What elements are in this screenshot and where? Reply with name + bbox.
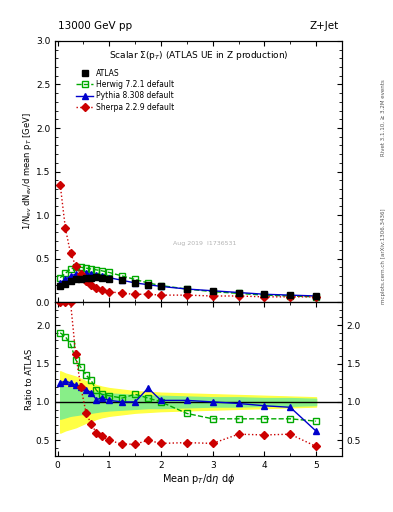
X-axis label: Mean p$_T$/d$\eta$ d$\phi$: Mean p$_T$/d$\eta$ d$\phi$	[162, 472, 235, 486]
Text: Z+Jet: Z+Jet	[310, 20, 339, 31]
Y-axis label: 1/N$_{ev}$ dN$_{ev}$/d mean p$_T$ [GeV]: 1/N$_{ev}$ dN$_{ev}$/d mean p$_T$ [GeV]	[21, 113, 35, 230]
Text: Aug 2019  I1736531: Aug 2019 I1736531	[173, 241, 236, 246]
Y-axis label: Ratio to ATLAS: Ratio to ATLAS	[26, 348, 35, 410]
Text: mcplots.cern.ch [arXiv:1306.3436]: mcplots.cern.ch [arXiv:1306.3436]	[381, 208, 386, 304]
Text: Rivet 3.1.10, ≥ 3.2M events: Rivet 3.1.10, ≥ 3.2M events	[381, 79, 386, 156]
Text: 13000 GeV pp: 13000 GeV pp	[58, 20, 132, 31]
Text: Scalar $\Sigma$(p$_T$) (ATLAS UE in Z production): Scalar $\Sigma$(p$_T$) (ATLAS UE in Z pr…	[108, 49, 288, 62]
Legend: ATLAS, Herwig 7.2.1 default, Pythia 8.308 default, Sherpa 2.2.9 default: ATLAS, Herwig 7.2.1 default, Pythia 8.30…	[73, 66, 177, 115]
